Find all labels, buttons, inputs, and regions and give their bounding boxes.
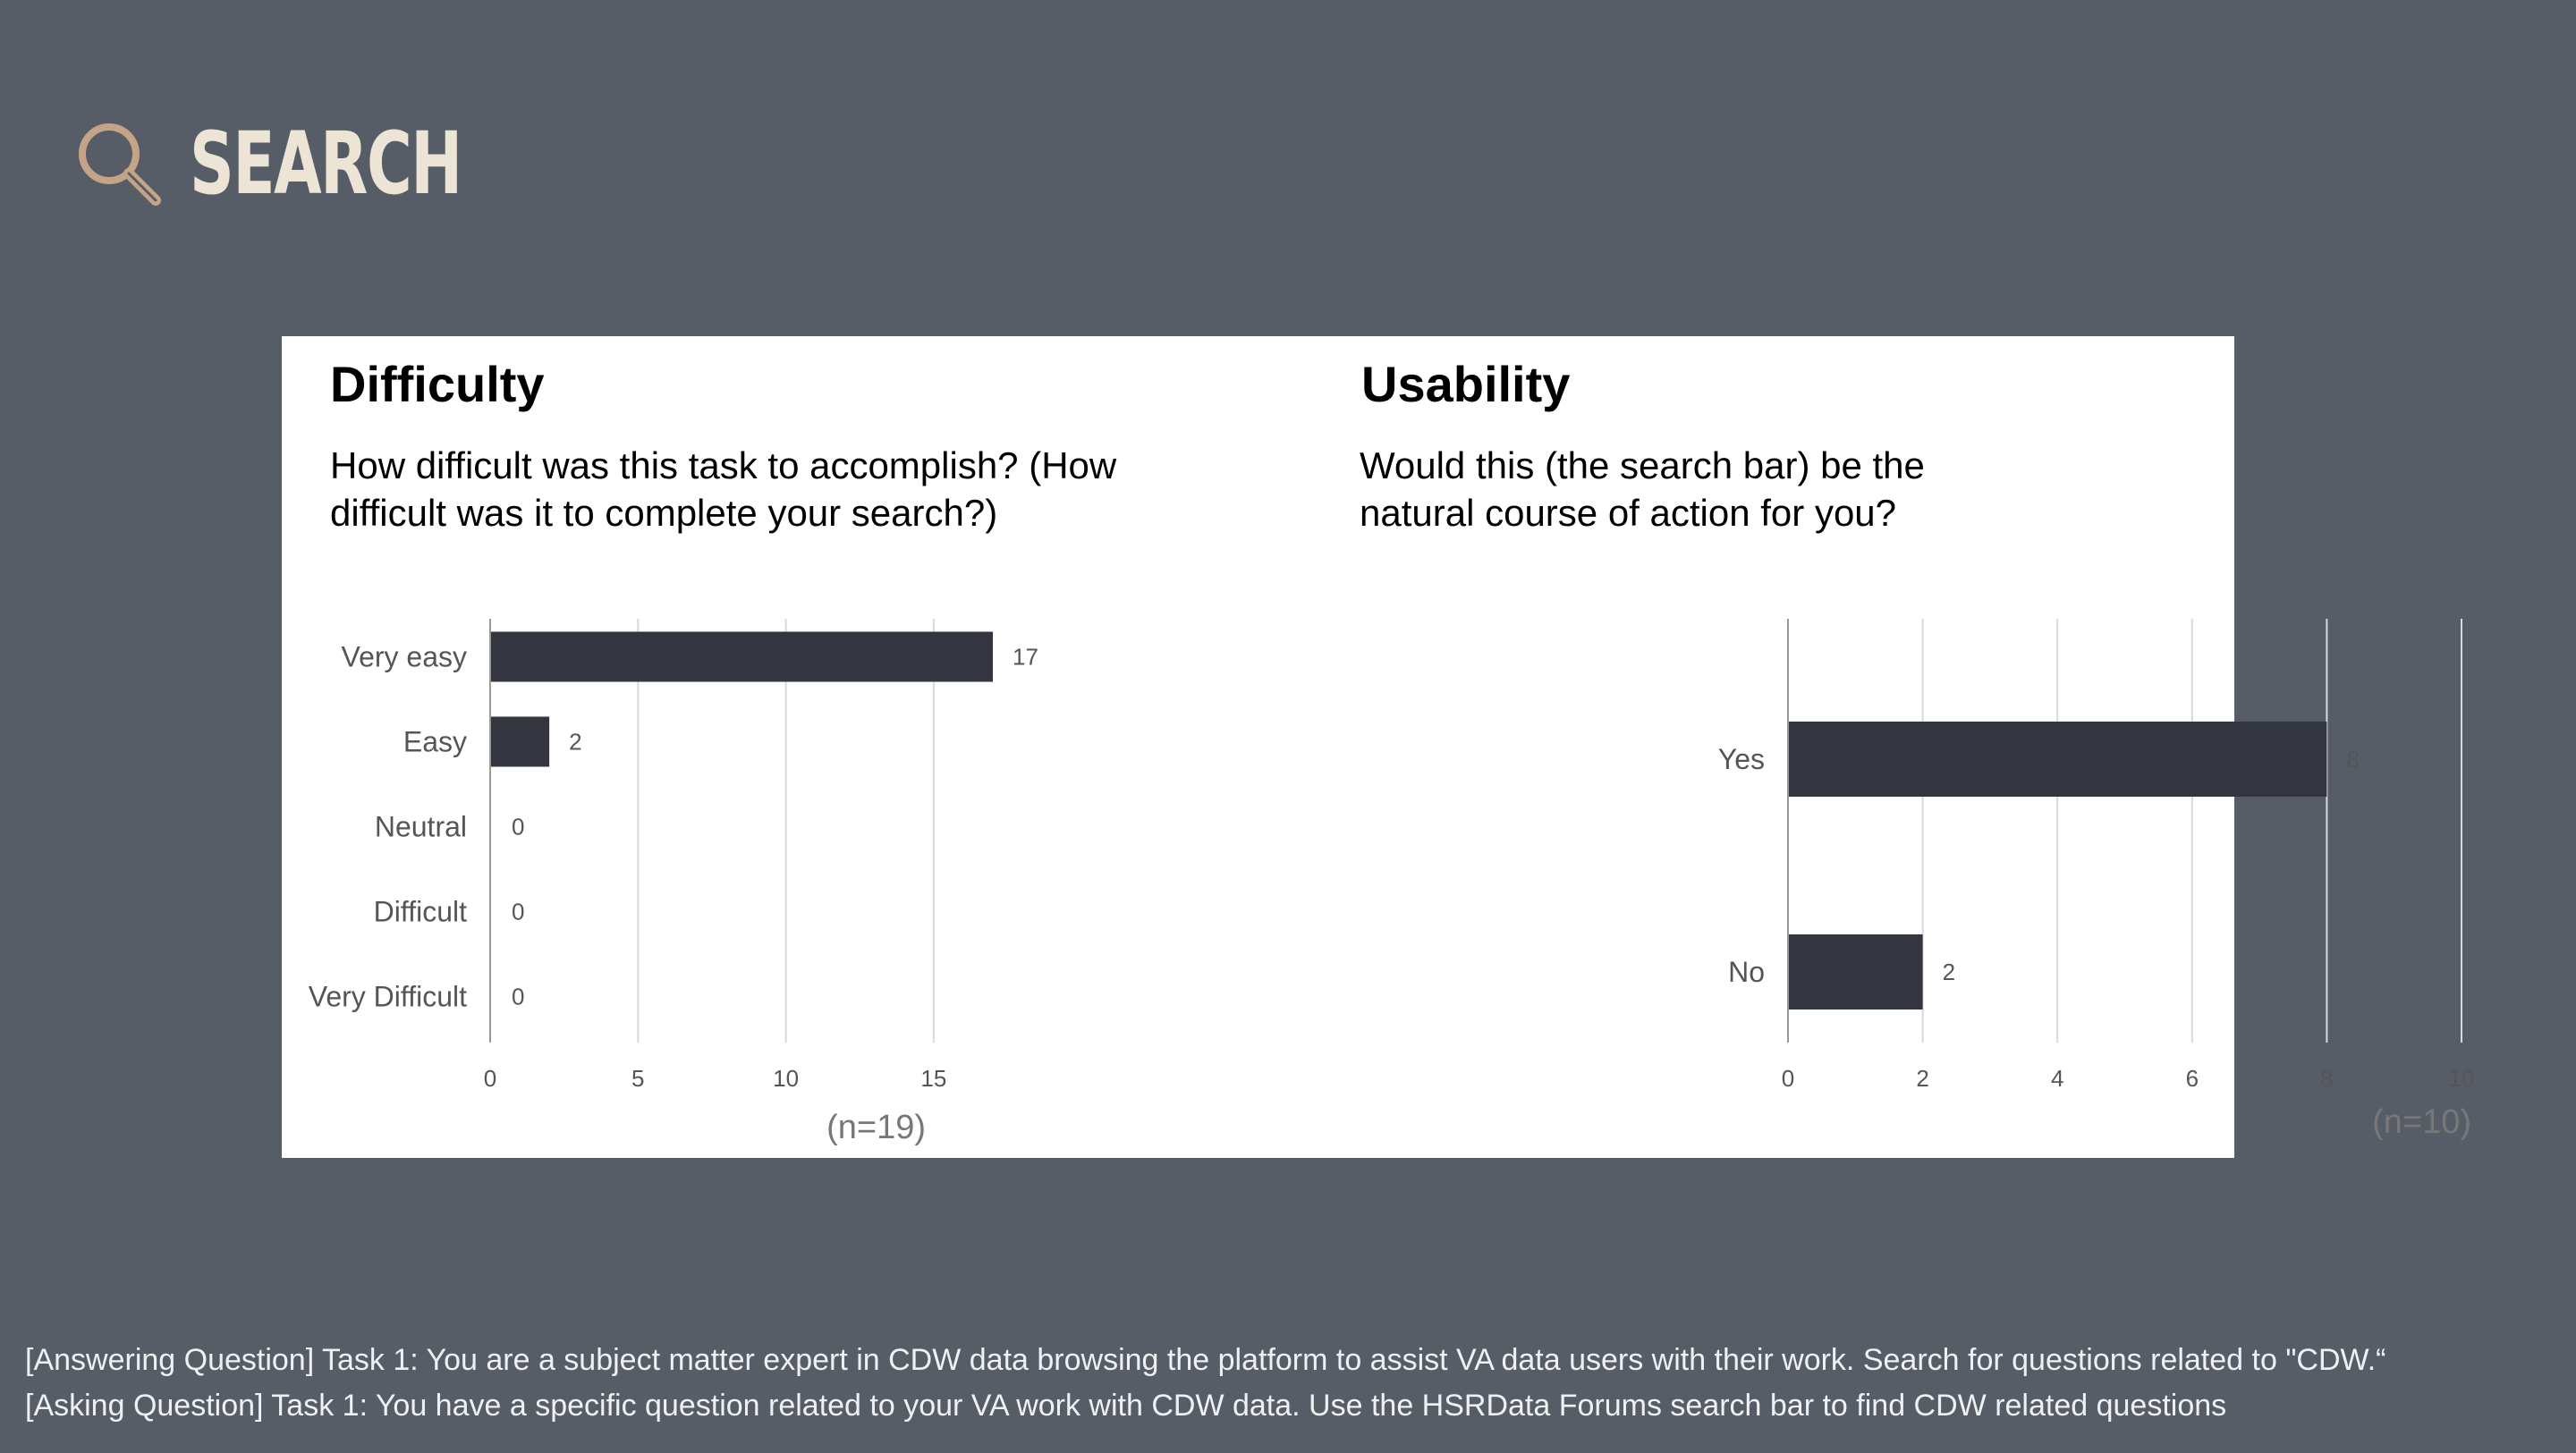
bar-0 (490, 631, 993, 682)
category-label: Difficult (374, 896, 467, 928)
category-label: Yes (1718, 743, 1765, 775)
value-label: 2 (569, 729, 581, 756)
bar-1 (490, 716, 550, 767)
usability-chart: Usability Would this (the search bar) be… (1292, 336, 2474, 1158)
usability-bar-chart: Yes 8 No 2 0 2 4 6 8 10 (n=10) (1718, 619, 2474, 1141)
x-tick-label: 8 (2320, 1065, 2333, 1092)
x-tick-label: 15 (920, 1065, 946, 1092)
sample-size-note: (n=10) (2372, 1103, 2471, 1141)
difficulty-chart-question: How difficult was this task to accomplis… (330, 444, 1117, 534)
value-label: 8 (2346, 746, 2359, 773)
x-tick-label: 2 (1916, 1065, 1928, 1092)
category-label: Very Difficult (309, 981, 467, 1013)
x-tick-label: 10 (773, 1065, 799, 1092)
bar-1 (1788, 934, 1923, 1009)
difficulty-bar-chart: Very easy 17 Easy 2 Neutral 0 Difficult 0 Very D… (309, 619, 1038, 1146)
answering-task-text: [Answering Question] Task 1: You are a s… (25, 1343, 2386, 1377)
x-tick-label: 10 (2449, 1065, 2475, 1092)
x-tick-label: 6 (2186, 1065, 2199, 1092)
x-tick-label: 5 (631, 1065, 644, 1092)
task-description: [Answering Question] Task 1: You are a s… (25, 1338, 2385, 1429)
difficulty-chart: Difficulty How difficult was this task t… (282, 336, 1292, 1158)
value-label: 0 (512, 984, 524, 1010)
usability-chart-question: Would this (the search bar) be the natur… (1360, 444, 1925, 534)
value-label: 2 (1943, 959, 1955, 985)
chart-panel: Difficulty How difficult was this task t… (282, 336, 2474, 1158)
magnifying-glass-icon (79, 123, 161, 206)
category-label: Easy (403, 726, 467, 758)
asking-task-text: [Asking Question] Task 1: You have a spe… (25, 1389, 2227, 1423)
difficulty-chart-title: Difficulty (330, 356, 545, 412)
category-label: Very easy (341, 641, 467, 673)
x-tick-label: 4 (2051, 1065, 2063, 1092)
value-label: 0 (512, 899, 524, 925)
usability-chart-title: Usability (1361, 356, 1571, 412)
slide-header: SEARCH (70, 114, 567, 213)
category-label: No (1728, 956, 1765, 988)
value-label: 17 (1013, 644, 1038, 671)
bar-0 (1788, 722, 2327, 797)
x-tick-label: 0 (1782, 1065, 1794, 1092)
slide-title: SEARCH (190, 114, 462, 214)
sample-size-note: (n=19) (826, 1109, 926, 1146)
value-label: 0 (512, 814, 524, 841)
category-label: Neutral (375, 811, 467, 843)
x-tick-label: 0 (484, 1065, 496, 1092)
